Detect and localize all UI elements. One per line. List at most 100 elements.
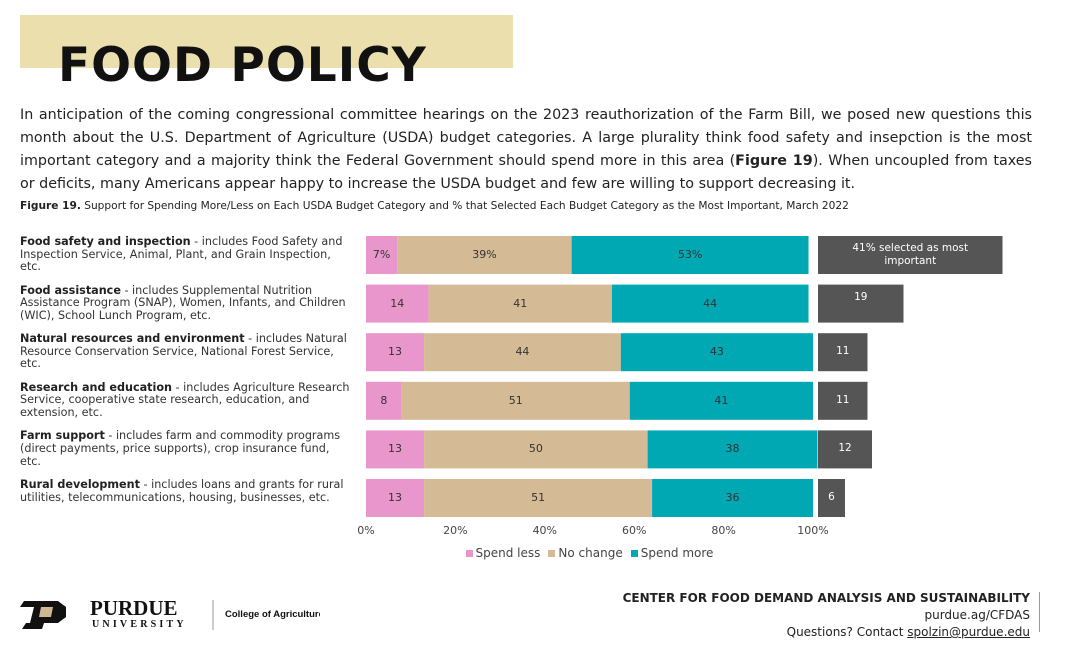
bar-segment: [366, 430, 425, 469]
bar-segment: [366, 479, 425, 517]
bar-value-label: 39%: [472, 248, 497, 261]
x-tick-label: 0%: [357, 524, 375, 537]
bar-value-label: 41: [714, 393, 729, 407]
footer-divider: [1039, 592, 1040, 632]
figure-label: Figure 19.: [20, 200, 81, 212]
title-band: [20, 15, 513, 68]
x-tick-label: 100%: [797, 524, 829, 537]
bar-value-label: 13: [388, 442, 403, 456]
most-important-label: 11: [836, 345, 850, 358]
category-name: Food safety and inspection: [20, 235, 191, 248]
bar-segment: [620, 333, 813, 372]
most-important-label: 41% selected as most important: [852, 242, 969, 267]
category-note: - includes Agriculture Research Service,…: [20, 380, 350, 419]
most-important-bar: [818, 284, 904, 323]
category-label: Research and education - includes Agricu…: [20, 380, 350, 420]
legend-swatch: [630, 550, 638, 557]
most-important-bar: [818, 333, 868, 372]
footer-contact-line: Questions? Contact spolzin@purdue.edu: [623, 624, 1030, 641]
intro-figure-ref: Figure 19: [735, 153, 813, 169]
chart-title: Support for Spending More/Less on Each U…: [84, 200, 849, 212]
bar-segment: [611, 284, 809, 323]
bar-segment: [401, 381, 630, 420]
bar-segment: [424, 479, 653, 517]
bar-value-label: 44: [515, 345, 530, 359]
logo-bottom: UNIVERSITY: [92, 619, 187, 630]
category-label: Food assistance - includes Supplemental …: [20, 283, 350, 323]
legend-label: Spend more: [640, 546, 714, 560]
bar-segment: [424, 333, 621, 372]
contact-text: Questions? Contact: [786, 625, 908, 639]
category-name: Food assistance: [20, 283, 121, 297]
bar-segment: [629, 381, 813, 420]
logo-mark-inner: [39, 607, 53, 617]
purdue-logo: PURDUE UNIVERSITY College of Agriculture: [20, 598, 320, 630]
intro-text: In anticipation of the coming congressio…: [20, 104, 1032, 196]
most-important-bar: [818, 479, 845, 517]
x-tick-label: 20%: [443, 524, 468, 537]
most-important-label: 11: [836, 393, 850, 406]
category-note: - includes loans and grants for rural ut…: [20, 478, 344, 504]
x-tick-label: 40%: [532, 524, 558, 537]
bar-segment: [428, 284, 612, 323]
bar-value-label: 44: [703, 296, 718, 310]
bar-segment: [397, 236, 572, 274]
bar-value-label: 51: [531, 491, 546, 504]
legend-item: Spend less: [465, 546, 541, 560]
bar-segment: [652, 479, 813, 517]
legend-item: No change: [548, 546, 623, 560]
bar-value-label: 8: [380, 393, 388, 407]
legend-label: No change: [558, 546, 623, 560]
bar-value-label: 53%: [677, 248, 703, 261]
contact-email[interactable]: spolzin@purdue.edu: [907, 625, 1030, 639]
legend-item: Spend more: [630, 546, 714, 560]
category-label: Farm support - includes farm and commodi…: [20, 430, 350, 468]
most-important-bar: [818, 236, 1003, 274]
most-important-bar: [818, 381, 868, 420]
bar-value-label: 14: [390, 296, 405, 310]
college-name: College of Agriculture: [225, 609, 320, 620]
footer-url: purdue.ag/CFDAS: [924, 608, 1030, 622]
bar-segment: [366, 381, 402, 420]
bar-value-label: 13: [388, 345, 403, 359]
legend: Spend less No change Spend more: [0, 546, 1087, 560]
legend-swatch: [548, 550, 556, 557]
bar-segment: [571, 236, 809, 274]
center-name: CENTER FOR FOOD DEMAND ANALYSIS AND SUST…: [622, 591, 1030, 605]
bar-value-label: 50: [528, 442, 543, 456]
most-important-label: 19: [854, 290, 868, 303]
category-name: Rural development: [20, 478, 140, 491]
x-tick-label: 60%: [621, 524, 647, 537]
bar-value-label: 36: [725, 491, 740, 504]
category-label: Natural resources and environment - incl…: [20, 332, 350, 371]
category-name: Natural resources and environment: [20, 332, 245, 346]
logo-top: PURDUE: [90, 598, 178, 620]
page-title: FOOD POLICY: [58, 38, 427, 93]
bar-value-label: 13: [388, 491, 403, 504]
category-label: Rural development - includes loans and g…: [20, 478, 350, 504]
bar-value-label: 51: [508, 393, 523, 407]
intro-part: In anticipation of the coming congressio…: [20, 107, 1032, 169]
legend-label: Spend less: [475, 546, 541, 560]
bar-segment: [647, 430, 818, 469]
intro-part: ). When uncoupled from taxes or deficits…: [20, 153, 1032, 192]
category-label: Food safety and inspection - includes Fo…: [20, 235, 350, 274]
category-note: - includes farm and commodity programs (…: [20, 429, 341, 468]
legend-swatch: [465, 550, 473, 557]
bar-value-label: 43: [709, 345, 724, 359]
bar-value-label: 7%: [372, 248, 391, 261]
category-note: - includes Natural Resource Conservation…: [20, 332, 347, 371]
category-note: - includes Food Safety and Inspection Se…: [20, 235, 343, 274]
figure-caption: Figure 19. Support for Spending More/Les…: [20, 200, 849, 212]
bar-segment: [366, 236, 398, 274]
category-note: - includes Supplemental Nutrition Assist…: [20, 283, 346, 322]
bar-segment: [424, 430, 648, 469]
x-tick-label: 80%: [711, 524, 736, 537]
category-name: Farm support: [20, 429, 105, 443]
most-important-bar: [818, 430, 872, 469]
footer-contact: CENTER FOR FOOD DEMAND ANALYSIS AND SUST…: [623, 590, 1030, 641]
bar-segment: [366, 333, 425, 372]
